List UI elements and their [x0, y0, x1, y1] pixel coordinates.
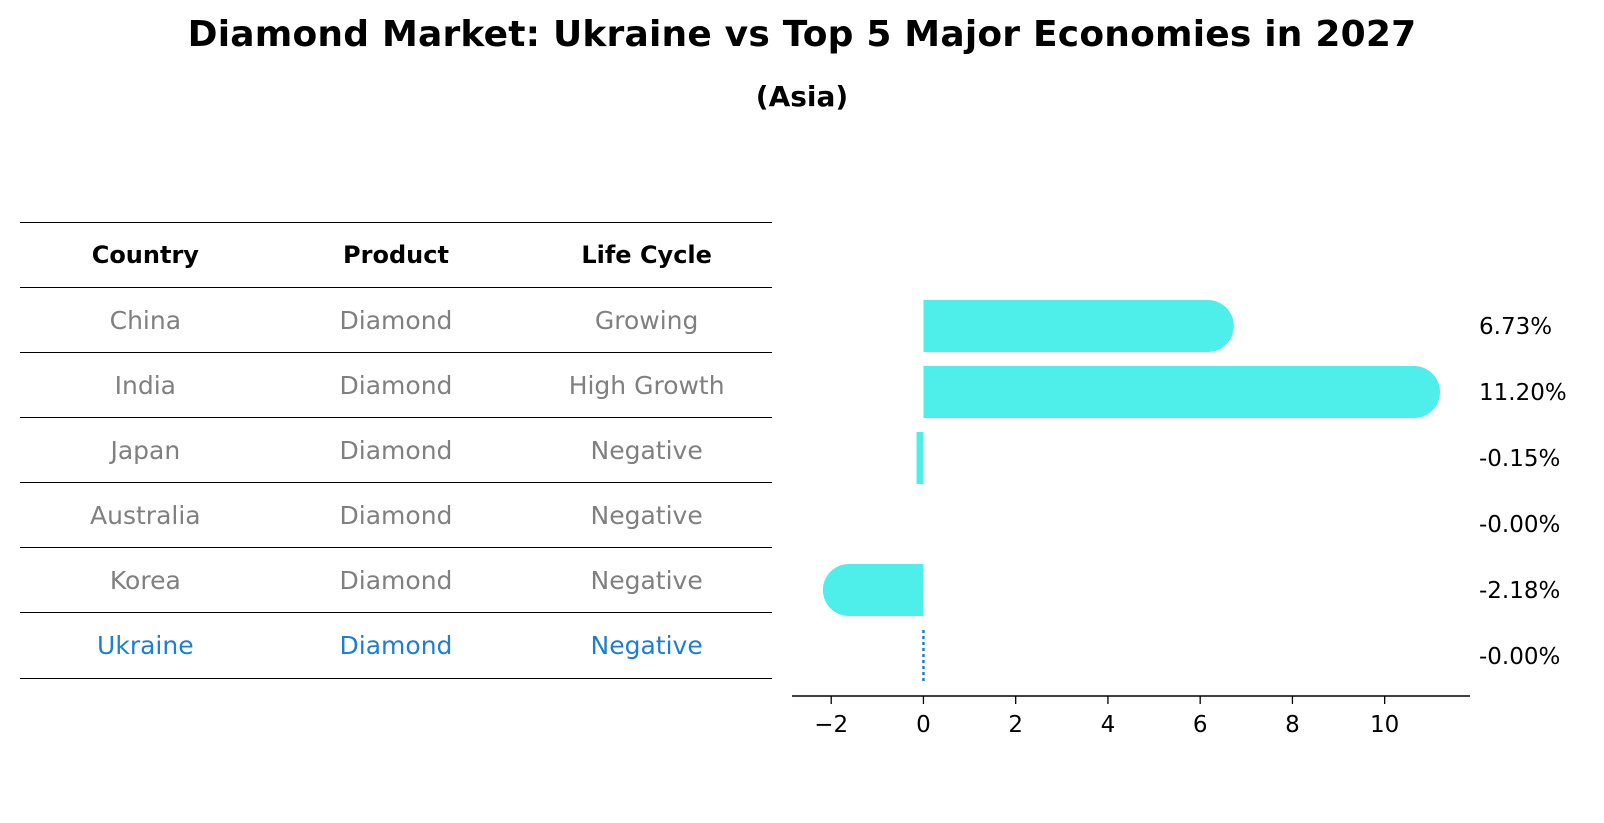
table-row: Japan Diamond Negative	[20, 417, 772, 482]
x-tick-label: 6	[1193, 712, 1208, 738]
value-label: -2.18%	[1479, 578, 1560, 604]
value-label: 11.20%	[1479, 380, 1567, 406]
header-country: Country	[91, 241, 199, 269]
cell-life-cycle: High Growth	[568, 370, 725, 400]
cell-country: Australia	[90, 500, 201, 530]
cell-life-cycle: Growing	[594, 305, 699, 335]
x-tick-label: 2	[1008, 712, 1023, 738]
cell-country: Japan	[110, 435, 181, 465]
x-tick-label: 10	[1370, 712, 1399, 738]
bar-china	[923, 300, 1234, 352]
bar-japan	[916, 432, 924, 484]
x-tick-label: 8	[1285, 712, 1300, 738]
cell-life-cycle: Negative	[590, 565, 703, 595]
cell-product: Diamond	[339, 500, 453, 530]
header-product: Product	[343, 241, 449, 269]
cell-country: Korea	[109, 565, 181, 595]
cell-product: Diamond	[339, 565, 453, 595]
cell-product: Diamond	[339, 435, 453, 465]
value-label: -0.00%	[1479, 644, 1560, 670]
value-label: 6.73%	[1479, 314, 1552, 340]
x-tick-label: 4	[1101, 712, 1116, 738]
value-label: -0.00%	[1479, 512, 1560, 538]
cell-country: India	[114, 370, 176, 400]
cell-product: Diamond	[339, 631, 453, 660]
table-row: Australia Diamond Negative	[20, 482, 772, 547]
data-table: Country Product Life Cycle China Diamond…	[20, 222, 772, 679]
chart-title: Diamond Market: Ukraine vs Top 5 Major E…	[187, 14, 1417, 55]
value-label: -0.15%	[1479, 446, 1560, 472]
header-life-cycle: Life Cycle	[581, 241, 712, 269]
table-row: China Diamond Growing	[20, 287, 772, 352]
cell-country: China	[109, 305, 182, 335]
cell-life-cycle: Negative	[590, 435, 703, 465]
table-row: India Diamond High Growth	[20, 352, 772, 417]
cell-life-cycle: Negative	[590, 500, 703, 530]
bar-korea	[822, 564, 924, 616]
x-tick-label: −2	[814, 712, 848, 738]
cell-product: Diamond	[339, 305, 453, 335]
chart-subtitle: (Asia)	[755, 80, 849, 113]
table-row-highlight: Ukraine Diamond Negative	[20, 612, 772, 679]
cell-life-cycle: Negative	[590, 631, 703, 660]
cell-country: Ukraine	[97, 631, 194, 660]
bar-india	[923, 366, 1441, 418]
cell-product: Diamond	[339, 370, 453, 400]
table-row: Korea Diamond Negative	[20, 547, 772, 612]
x-tick-label: 0	[916, 712, 931, 738]
table-header-row: Country Product Life Cycle	[20, 222, 772, 287]
